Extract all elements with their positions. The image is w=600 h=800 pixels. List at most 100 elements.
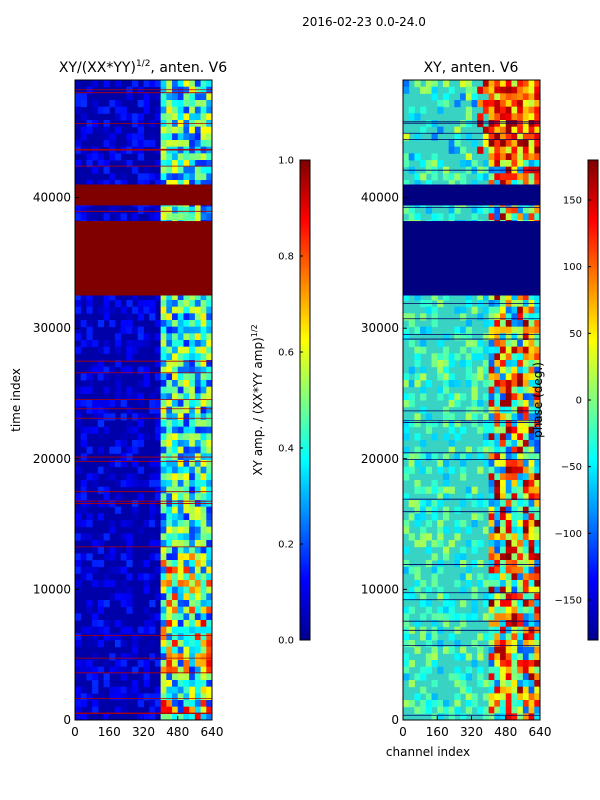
heatmap-cell — [477, 540, 484, 548]
heatmap-cell — [183, 593, 190, 601]
heatmap-cell — [505, 600, 512, 608]
heatmap-cell — [488, 380, 495, 388]
heatmap-cell — [200, 400, 207, 408]
heatmap-cell — [166, 413, 173, 421]
heatmap-cell — [137, 140, 144, 148]
heatmap-cell — [120, 640, 127, 648]
heatmap-cell — [534, 326, 540, 334]
heatmap-cell — [511, 160, 518, 168]
heatmap-cell — [528, 113, 535, 121]
heatmap-cell — [194, 686, 202, 694]
heatmap-cell — [431, 293, 438, 301]
heatmap-cell — [528, 580, 535, 588]
heatmap-cell — [206, 573, 212, 581]
heatmap-cell — [534, 660, 540, 668]
heatmap-cell — [183, 173, 190, 181]
heatmap-cell — [505, 373, 512, 381]
heatmap-cell — [511, 100, 518, 108]
heatmap-cell — [517, 293, 524, 301]
heatmap-cell — [200, 666, 207, 674]
heatmap-cell — [103, 386, 110, 394]
heatmap-cell — [126, 473, 133, 481]
heatmap-cell — [200, 440, 207, 448]
heatmap-cell — [166, 480, 173, 488]
heatmap-cell — [500, 406, 507, 414]
heatmap-cell — [442, 593, 450, 601]
heatmap-cell — [488, 386, 495, 394]
heatmap-cell — [528, 473, 535, 481]
heatmap-cell — [143, 606, 150, 614]
heatmap-cell — [442, 360, 450, 368]
heatmap-cell — [517, 466, 524, 474]
heatmap-cell — [482, 393, 490, 401]
heatmap-cell — [522, 693, 530, 701]
heatmap-cell — [500, 386, 507, 394]
heatmap-cell — [172, 400, 179, 408]
heatmap-cell — [431, 613, 438, 621]
heatmap-cell — [500, 126, 507, 134]
heatmap-cell — [420, 540, 427, 548]
heatmap-cell — [149, 333, 156, 341]
heatmap-cell — [137, 180, 144, 188]
heatmap-cell — [471, 560, 478, 568]
heatmap-cell — [500, 673, 507, 681]
heatmap-cell — [109, 620, 116, 628]
heatmap-cell — [505, 586, 512, 594]
heatmap-cell — [194, 413, 202, 421]
heatmap-cell — [189, 640, 196, 648]
heatmap-cell — [414, 173, 421, 181]
left-panel: XY/(XX*YY)1/2, anten. V6 0 160 320 480 640 0… — [9, 59, 227, 739]
heatmap-cell — [194, 93, 202, 101]
heatmap-cell — [482, 706, 490, 714]
heatmap-cell — [534, 113, 540, 121]
heatmap-cell — [500, 420, 507, 428]
heatmap-cell — [189, 413, 196, 421]
heatmap-cell — [166, 440, 173, 448]
heatmap-cell — [154, 506, 162, 514]
heatmap-cell — [206, 600, 212, 608]
heatmap-cell — [177, 446, 184, 454]
heatmap-cell — [75, 693, 82, 701]
heatmap-cell — [448, 173, 455, 181]
heatmap-cell — [437, 486, 444, 494]
heatmap-cell — [517, 146, 524, 154]
heatmap-cell — [206, 626, 212, 634]
heatmap-cell — [528, 513, 535, 521]
heatmap-cell — [477, 673, 484, 681]
heatmap-cell — [482, 633, 490, 641]
heatmap-cell — [488, 180, 495, 188]
heatmap-cell — [200, 600, 207, 608]
heatmap-cell — [206, 560, 212, 568]
heatmap-cell — [200, 540, 207, 548]
heatmap-cell — [206, 713, 212, 720]
heatmap-cell — [425, 600, 433, 608]
heatmap-cell — [183, 206, 190, 214]
heatmap-cell — [505, 306, 512, 314]
heatmap-cell — [172, 473, 179, 481]
heatmap-cell — [505, 580, 512, 588]
heatmap-cell — [465, 493, 472, 501]
heatmap-cell — [408, 700, 415, 708]
heatmap-cell — [103, 306, 110, 314]
heatmap-cell — [408, 420, 415, 428]
heatmap-cell — [511, 453, 518, 461]
heatmap-cell — [189, 460, 196, 468]
heatmap-cell — [528, 206, 535, 214]
heatmap-cell — [189, 633, 196, 641]
heatmap-cell — [505, 153, 512, 161]
heatmap-cell — [420, 593, 427, 601]
left-colorbar-label: XY amp. / (XX*YY amp)1/2 — [250, 324, 265, 475]
saturated-band — [75, 221, 212, 296]
heatmap-cell — [189, 133, 196, 141]
heatmap-cell — [522, 580, 530, 588]
heatmap-cell — [471, 373, 478, 381]
heatmap-cell — [132, 506, 139, 514]
heatmap-cell — [194, 513, 202, 521]
heatmap-cell — [494, 393, 501, 401]
heatmap-cell — [488, 340, 495, 348]
heatmap-cell — [465, 526, 472, 534]
heatmap-cell — [166, 80, 173, 88]
heatmap-cell — [114, 686, 122, 694]
